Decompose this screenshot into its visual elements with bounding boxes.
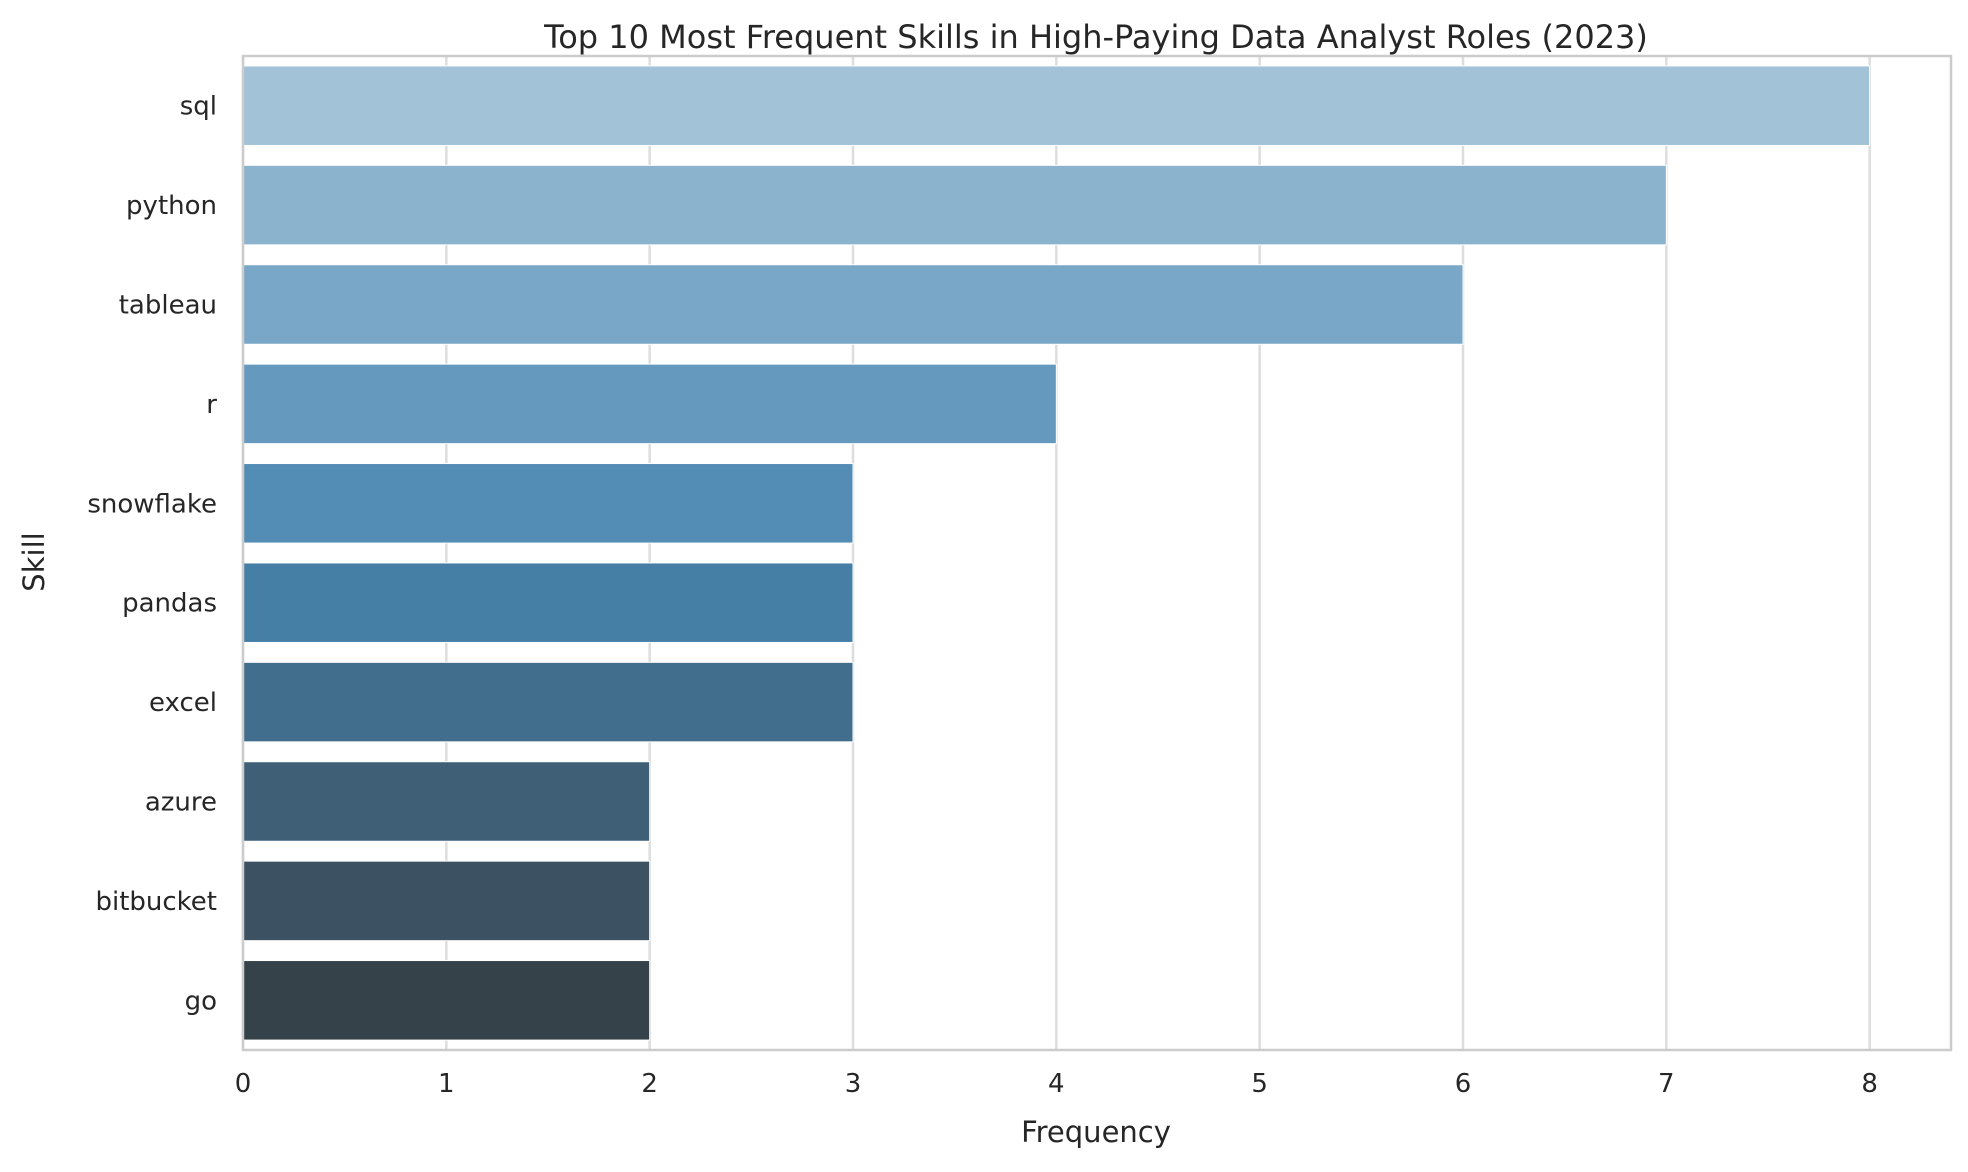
y-tick-label-go: go: [185, 986, 217, 1016]
y-tick-label-snowflake: snowflake: [87, 489, 217, 519]
bar-excel: [242, 661, 854, 743]
x-axis-label: Frequency: [1021, 1115, 1171, 1149]
bars: [242, 65, 1871, 1041]
x-tick-label-2: 2: [641, 1069, 658, 1099]
x-tick-label-3: 3: [845, 1069, 862, 1099]
plot-frame: [241, 54, 1953, 1052]
y-tick-labels: sql python tableau r snowflake pandas excel azu…: [87, 92, 217, 1017]
bar-r: [242, 363, 1057, 445]
y-axis-label: Skill: [17, 532, 51, 591]
y-tick-label-excel: excel: [149, 688, 217, 718]
x-tick-label-6: 6: [1455, 1069, 1472, 1099]
x-tick-label-4: 4: [1048, 1069, 1065, 1099]
y-tick-label-pandas: pandas: [122, 589, 217, 619]
y-tick-label-azure: azure: [145, 788, 217, 818]
x-tick-label-5: 5: [1251, 1069, 1268, 1099]
x-tick-label-0: 0: [235, 1069, 252, 1099]
bar-python: [242, 164, 1667, 246]
y-tick-label-sql: sql: [180, 92, 217, 122]
x-tick-labels: 0 1 2 3 4 5 6 7 8: [235, 1069, 1878, 1099]
x-tick-label-7: 7: [1658, 1069, 1675, 1099]
x-tick-label-8: 8: [1861, 1069, 1878, 1099]
bar-go: [242, 960, 651, 1041]
bar-sql: [242, 65, 1871, 146]
bar-azure: [242, 761, 651, 842]
y-tick-label-tableau: tableau: [119, 291, 217, 321]
bar-pandas: [242, 562, 854, 643]
bar-tableau: [242, 264, 1464, 345]
y-tick-label-r: r: [206, 390, 217, 420]
bar-snowflake: [242, 463, 854, 544]
bar-bitbucket: [242, 860, 651, 942]
y-tick-label-bitbucket: bitbucket: [95, 887, 217, 917]
y-tick-label-python: python: [126, 191, 217, 221]
chart-title: Top 10 Most Frequent Skills in High-Payi…: [543, 18, 1648, 56]
x-tick-label-1: 1: [438, 1069, 455, 1099]
